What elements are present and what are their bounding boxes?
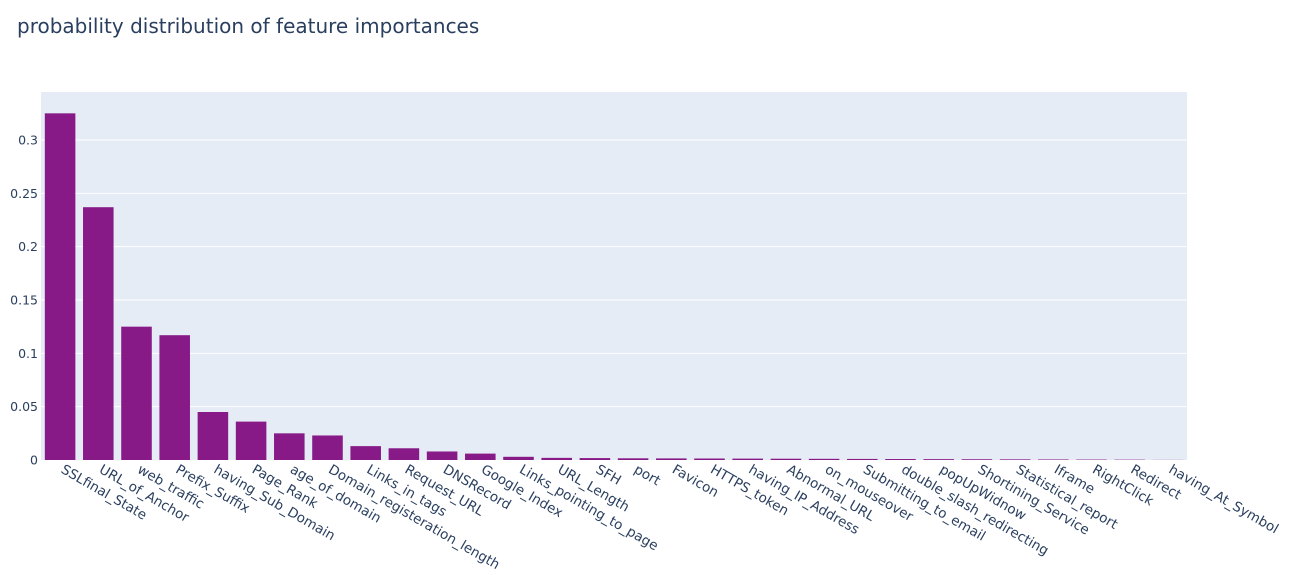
y-tick-label: 0.05 <box>10 399 38 414</box>
bar-DNSRecord[interactable] <box>426 451 458 460</box>
y-axis-ticks: 0 0.05 0.1 0.15 0.2 0.25 0.3 <box>10 133 38 468</box>
bars <box>44 113 1184 460</box>
bar-Google_Index[interactable] <box>465 453 496 460</box>
x-tick-label: port <box>631 462 663 490</box>
bar-SFH[interactable] <box>579 458 611 460</box>
gridlines <box>41 139 1187 408</box>
bar-SSLfinal_State[interactable] <box>44 113 76 460</box>
bar-Submitting_to_email[interactable] <box>847 458 878 460</box>
bar-double_slash_redirecting[interactable] <box>885 459 916 460</box>
y-tick-label: 0.2 <box>18 239 38 254</box>
bar-Domain_registeration_length[interactable] <box>312 435 343 460</box>
bar-having_IP_Address[interactable] <box>732 458 763 460</box>
y-tick-label: 0.1 <box>18 346 38 361</box>
bar-Statistical_report[interactable] <box>999 459 1031 460</box>
bar-URL_Length[interactable] <box>541 457 572 460</box>
bar-Request_URL[interactable] <box>388 448 420 460</box>
y-tick-label: 0.3 <box>18 133 38 148</box>
y-tick-label: 0.15 <box>10 293 38 308</box>
bar-Favicon[interactable] <box>656 458 687 460</box>
y-tick-label: 0.25 <box>10 186 38 201</box>
bar-Links_pointing_to_page[interactable] <box>503 456 534 460</box>
bar-Shortining_Service[interactable] <box>961 459 993 460</box>
bar-HTTPS_token[interactable] <box>694 458 725 460</box>
bar-Page_Rank[interactable] <box>235 421 267 460</box>
bar-web_traffic[interactable] <box>121 326 152 460</box>
x-tick-label: having_At_Symbol <box>1166 462 1281 538</box>
bar-Links_in_tags[interactable] <box>350 446 381 460</box>
bar-Prefix_Suffix[interactable] <box>159 335 190 460</box>
bar-Abnormal_URL[interactable] <box>770 458 802 460</box>
chart-title: probability distribution of feature impo… <box>17 14 480 38</box>
bar-popUpWidnow[interactable] <box>923 459 954 460</box>
bar-Iframe[interactable] <box>1038 459 1069 460</box>
bar-having_Sub_Domain[interactable] <box>197 412 229 460</box>
x-axis-ticks: SSLfinal_StateURL_of_Anchorweb_trafficPr… <box>58 462 1281 573</box>
y-tick-label: 0 <box>30 453 38 468</box>
bar-age_of_domain[interactable] <box>274 433 305 460</box>
bar-URL_of_Anchor[interactable] <box>83 207 114 460</box>
plot-area <box>41 92 1187 460</box>
bar-on_mouseover[interactable] <box>808 458 840 460</box>
bar-port[interactable] <box>617 458 649 460</box>
